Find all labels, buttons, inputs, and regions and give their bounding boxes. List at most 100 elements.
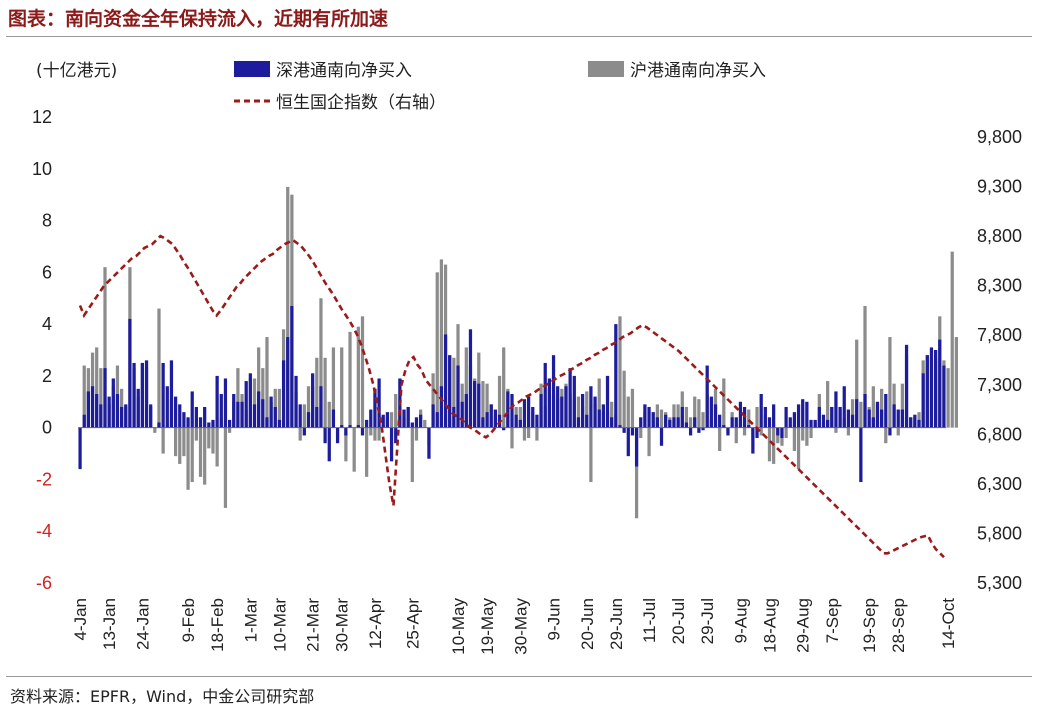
- source-note: 资料来源：EPFR，Wind，中金公司研究部: [10, 687, 315, 706]
- bar-sz: [780, 427, 784, 439]
- bar-sh: [373, 427, 377, 441]
- bar-sz: [680, 406, 684, 428]
- bar-sh: [697, 399, 701, 428]
- bar-sh: [464, 347, 468, 428]
- bar-sh: [796, 427, 801, 470]
- hscei-line: [78, 234, 945, 559]
- bar-sz: [618, 425, 622, 428]
- bar-sh: [801, 427, 805, 441]
- bar-sz: [659, 427, 664, 446]
- bar-sz: [219, 394, 223, 428]
- bar-sh: [485, 383, 489, 428]
- bar-sz: [394, 427, 398, 444]
- bar-sz: [938, 339, 942, 428]
- bar-sz: [514, 414, 518, 428]
- legend-swatch-sh: [588, 61, 624, 77]
- bar-sz: [614, 324, 618, 428]
- bar-sh: [535, 427, 539, 441]
- bar-sh: [331, 347, 336, 428]
- bar-sh: [82, 365, 86, 428]
- bar-sz: [493, 409, 498, 428]
- bar-sz: [551, 355, 556, 428]
- legend-label-sh: 沪港通南向净买入: [630, 61, 766, 81]
- bar-sz: [198, 417, 203, 428]
- x-tick-label: 18-Feb: [208, 598, 227, 652]
- bar-sz: [572, 375, 576, 428]
- bar-sz: [290, 305, 294, 428]
- bar-sz: [286, 337, 290, 428]
- legend: (十亿港元) 深港通南向净买入 沪港通南向净买入 恒生国企指数（右轴）: [36, 61, 766, 113]
- bar-sz: [186, 417, 190, 428]
- bar-sz: [161, 362, 165, 428]
- bar-sz: [82, 414, 86, 428]
- bar-sz: [568, 368, 572, 428]
- bar-sz: [402, 409, 406, 428]
- bar-sh: [439, 259, 444, 428]
- y-left-tick-label: 0: [42, 418, 52, 438]
- bar-sz: [531, 406, 535, 428]
- bar-sz: [713, 404, 718, 428]
- bar-sz: [265, 417, 269, 428]
- bar-sz: [373, 388, 377, 428]
- bar-sz: [896, 409, 900, 428]
- bar-sz: [701, 427, 705, 431]
- bar-sh: [286, 186, 290, 428]
- bar-sh: [182, 427, 186, 457]
- bar-sh: [227, 427, 232, 433]
- bar-sz: [306, 412, 311, 428]
- y-right-tick-label: 6,300: [977, 474, 1022, 494]
- bar-sz: [173, 396, 178, 428]
- y-left-tick-label: 4: [42, 314, 52, 334]
- bar-sz: [464, 394, 468, 428]
- bar-sh: [360, 316, 365, 428]
- bar-sz: [880, 409, 884, 428]
- bar-sz: [360, 427, 365, 436]
- bar-sz: [821, 414, 826, 428]
- bar-sh: [747, 409, 751, 428]
- bar-sz: [381, 414, 385, 428]
- x-tick-label: 28-Sep: [889, 598, 908, 653]
- series-sz-bars: [78, 305, 946, 483]
- bar-sh: [207, 427, 211, 449]
- bar-sz: [784, 406, 788, 428]
- bar-sh: [95, 347, 99, 428]
- bar-sz: [149, 404, 153, 428]
- bar-sh: [344, 427, 348, 462]
- bar-sh: [672, 404, 676, 428]
- bar-sh: [855, 339, 859, 428]
- bar-sz: [834, 391, 838, 428]
- bar-sz: [709, 396, 713, 428]
- bar-sh: [431, 373, 435, 428]
- bar-sz: [929, 347, 934, 428]
- bar-sz: [830, 406, 834, 428]
- bar-sh: [340, 347, 344, 428]
- bar-sh: [576, 396, 581, 428]
- bar-sh: [157, 308, 161, 428]
- x-tick-label: 20-Jun: [578, 598, 597, 650]
- y-left-tick-label: -2: [36, 469, 52, 489]
- bar-sz: [759, 394, 763, 428]
- bar-sz: [626, 427, 630, 457]
- x-tick-label: 11-Jul: [640, 598, 659, 643]
- x-tick-label: 9-Jun: [545, 598, 564, 641]
- x-tick-label: 9-Aug: [731, 598, 750, 643]
- bar-sh: [435, 272, 439, 428]
- bar-sh: [659, 409, 664, 428]
- bar-sz: [281, 360, 286, 428]
- y-right-tick-label: 6,800: [977, 424, 1022, 444]
- bar-sz: [755, 427, 759, 439]
- bar-sz: [473, 381, 477, 428]
- bar-sz: [244, 381, 248, 428]
- bar-sz: [340, 425, 344, 428]
- x-tick-label: 24-Jan: [133, 598, 152, 650]
- bar-sh: [742, 427, 747, 436]
- bar-sz: [236, 401, 240, 428]
- bar-sz: [115, 394, 120, 428]
- bar-sz: [136, 388, 140, 428]
- bar-sz: [169, 360, 174, 428]
- bar-sz: [248, 373, 252, 428]
- x-tick-label: 21-Mar: [304, 598, 323, 652]
- x-tick-label: 9-Feb: [179, 598, 198, 642]
- bar-sh: [236, 368, 240, 428]
- bar-sh: [585, 391, 589, 428]
